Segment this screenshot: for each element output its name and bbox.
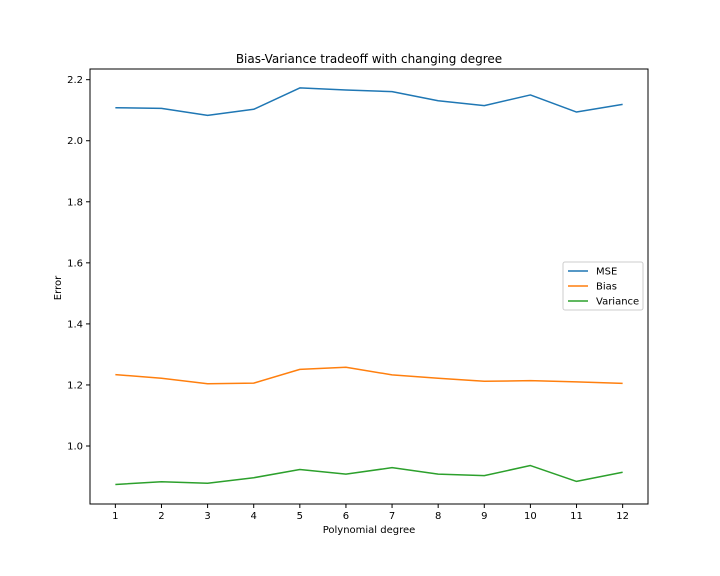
x-tick-label: 10 <box>524 511 537 522</box>
x-tick-label: 11 <box>570 511 583 522</box>
y-tick-label: 2.0 <box>67 136 83 147</box>
y-tick-label: 1.6 <box>67 258 83 269</box>
y-tick-label: 1.2 <box>67 380 83 391</box>
series-line-mse <box>115 87 623 117</box>
chart-title: Bias-Variance tradeoff with changing deg… <box>236 52 502 66</box>
x-tick-label: 2 <box>158 511 164 522</box>
y-axis: 1.0 1.2 1.4 1.6 1.8 2.0 2.2 <box>67 75 90 453</box>
x-tick-label: 5 <box>297 511 303 522</box>
legend-label-bias: Bias <box>596 282 617 293</box>
y-tick-label: 2.2 <box>67 75 83 86</box>
legend-label-mse: MSE <box>596 267 617 278</box>
y-tick-label: 1.4 <box>67 319 83 330</box>
series-line-bias <box>115 366 623 385</box>
series-line-variance <box>115 464 623 486</box>
x-tick-label: 4 <box>251 511 257 522</box>
y-tick-label: 1.8 <box>67 197 83 208</box>
legend: MSE Bias Variance <box>562 261 644 311</box>
y-axis-label: Error <box>53 275 64 300</box>
y-tick-label: 1.0 <box>67 442 83 453</box>
x-tick-label: 9 <box>481 511 487 522</box>
x-tick-label: 12 <box>616 511 629 522</box>
legend-box <box>562 261 644 311</box>
x-tick-label: 7 <box>389 511 395 522</box>
legend-label-variance: Variance <box>596 297 639 308</box>
x-axis: 1 2 3 4 5 6 7 8 9 10 11 12 <box>112 504 629 522</box>
x-tick-label: 8 <box>435 511 441 522</box>
plot-area <box>89 68 649 505</box>
x-tick-label: 1 <box>112 511 118 522</box>
x-tick-label: 6 <box>343 511 349 522</box>
x-tick-label: 3 <box>204 511 210 522</box>
x-axis-label: Polynomial degree <box>323 525 416 536</box>
series-lines <box>115 87 623 486</box>
